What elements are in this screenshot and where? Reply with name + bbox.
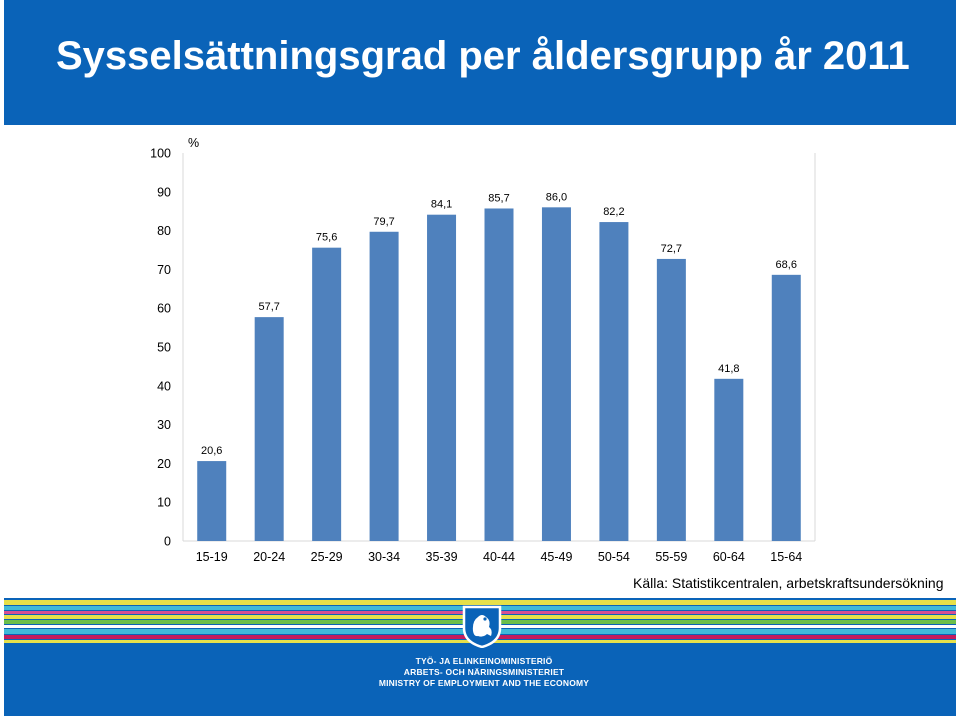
bar xyxy=(656,258,686,541)
x-tick-label: 15-19 xyxy=(196,550,228,564)
data-label: 79,7 xyxy=(373,216,394,228)
data-label: 82,2 xyxy=(603,206,624,218)
data-label: 57,7 xyxy=(258,301,279,313)
x-tick-label: 45-49 xyxy=(540,550,572,564)
x-tick-label: 60-64 xyxy=(713,550,745,564)
source-note: Källa: Statistikcentralen, arbetskraftsu… xyxy=(633,575,944,591)
data-label: 72,7 xyxy=(661,243,682,255)
x-tick-label: 15-64 xyxy=(770,550,802,564)
x-tick-label: 20-24 xyxy=(253,550,285,564)
data-label: 84,1 xyxy=(431,199,452,211)
y-tick-label: 10 xyxy=(157,496,171,510)
bar xyxy=(599,222,629,541)
title-bar: Sysselsättningsgrad per åldersgrupp år 2… xyxy=(4,0,956,125)
y-tick-label: 0 xyxy=(164,535,171,549)
data-label: 85,7 xyxy=(488,192,509,204)
y-tick-label: 60 xyxy=(157,302,171,316)
bar xyxy=(254,317,284,541)
ministry-crest-icon xyxy=(462,605,502,648)
bar xyxy=(714,378,744,541)
data-label: 20,6 xyxy=(201,445,222,457)
y-tick-label: 40 xyxy=(157,379,171,393)
x-tick-label: 50-54 xyxy=(598,550,630,564)
footer-stripe xyxy=(4,600,956,605)
data-label: 86,0 xyxy=(546,191,567,203)
x-tick-label: 30-34 xyxy=(368,550,400,564)
bar xyxy=(427,214,457,541)
bar xyxy=(541,207,571,541)
ministry-name-sv: ARBETS- OCH NÄRINGSMINISTERIET xyxy=(403,667,565,677)
y-tick-label: 20 xyxy=(157,457,171,471)
y-tick-label: 90 xyxy=(157,185,171,199)
footer-band: TYÖ- JA ELINKEINOMINISTERIÖ ARBETS- OCH … xyxy=(4,598,956,716)
data-label: 41,8 xyxy=(718,363,739,375)
ministry-name-en: MINISTRY OF EMPLOYMENT AND THE ECONOMY xyxy=(378,678,590,688)
x-tick-label: 35-39 xyxy=(426,550,458,564)
bar xyxy=(312,247,342,541)
bar xyxy=(369,231,399,541)
y-tick-label: 70 xyxy=(157,263,171,277)
data-label: 68,6 xyxy=(776,259,797,271)
y-tick-label: 100 xyxy=(150,147,171,161)
data-label: 75,6 xyxy=(316,232,337,244)
ministry-name-fi: TYÖ- JA ELINKEINOMINISTERIÖ xyxy=(415,656,553,666)
bar xyxy=(771,274,801,541)
bar-chart: 0 10 20 30 40 50 60 70 80 90 100% 20,6 15-19 57,7 20-2… xyxy=(150,136,816,564)
y-tick-label: 50 xyxy=(157,341,171,355)
bar xyxy=(197,461,227,541)
y-axis-unit-label: % xyxy=(188,136,199,150)
x-tick-label: 25-29 xyxy=(311,550,343,564)
page-title: Sysselsättningsgrad per åldersgrupp år 2… xyxy=(56,34,910,78)
y-tick-label: 80 xyxy=(157,224,171,238)
bar xyxy=(484,208,514,541)
y-tick-label: 30 xyxy=(157,418,171,432)
x-tick-label: 55-59 xyxy=(655,550,687,564)
x-tick-label: 40-44 xyxy=(483,550,515,564)
